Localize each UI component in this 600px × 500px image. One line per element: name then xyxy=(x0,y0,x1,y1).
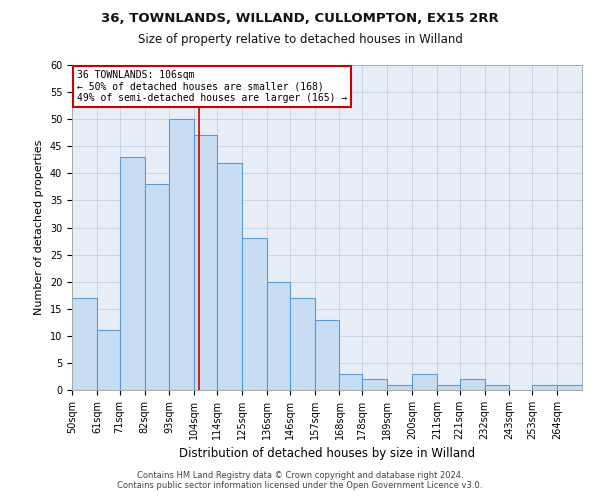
Bar xyxy=(169,119,194,390)
Bar xyxy=(437,384,460,390)
Text: 36 TOWNLANDS: 106sqm
← 50% of detached houses are smaller (168)
49% of semi-deta: 36 TOWNLANDS: 106sqm ← 50% of detached h… xyxy=(77,70,347,103)
Bar xyxy=(532,384,557,390)
Bar xyxy=(194,136,217,390)
Y-axis label: Number of detached properties: Number of detached properties xyxy=(34,140,44,315)
Bar xyxy=(290,298,314,390)
Bar xyxy=(119,157,145,390)
Bar xyxy=(314,320,340,390)
Text: Contains HM Land Registry data © Crown copyright and database right 2024.
Contai: Contains HM Land Registry data © Crown c… xyxy=(118,470,482,490)
Bar xyxy=(217,162,242,390)
Bar xyxy=(72,298,97,390)
Text: Size of property relative to detached houses in Willand: Size of property relative to detached ho… xyxy=(137,32,463,46)
Text: 36, TOWNLANDS, WILLAND, CULLOMPTON, EX15 2RR: 36, TOWNLANDS, WILLAND, CULLOMPTON, EX15… xyxy=(101,12,499,26)
Bar xyxy=(242,238,267,390)
Bar xyxy=(557,384,582,390)
Bar xyxy=(97,330,119,390)
Bar xyxy=(485,384,509,390)
Bar xyxy=(145,184,169,390)
Bar xyxy=(387,384,412,390)
Bar xyxy=(412,374,437,390)
Bar xyxy=(340,374,362,390)
X-axis label: Distribution of detached houses by size in Willand: Distribution of detached houses by size … xyxy=(179,448,475,460)
Bar xyxy=(362,379,387,390)
Bar xyxy=(460,379,485,390)
Bar xyxy=(267,282,290,390)
